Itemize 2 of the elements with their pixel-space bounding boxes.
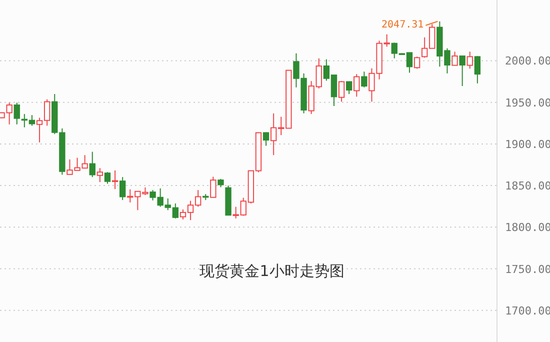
annotation: 2047.31: [382, 19, 424, 30]
text: 现货黄金1小时走势图: [200, 262, 344, 280]
